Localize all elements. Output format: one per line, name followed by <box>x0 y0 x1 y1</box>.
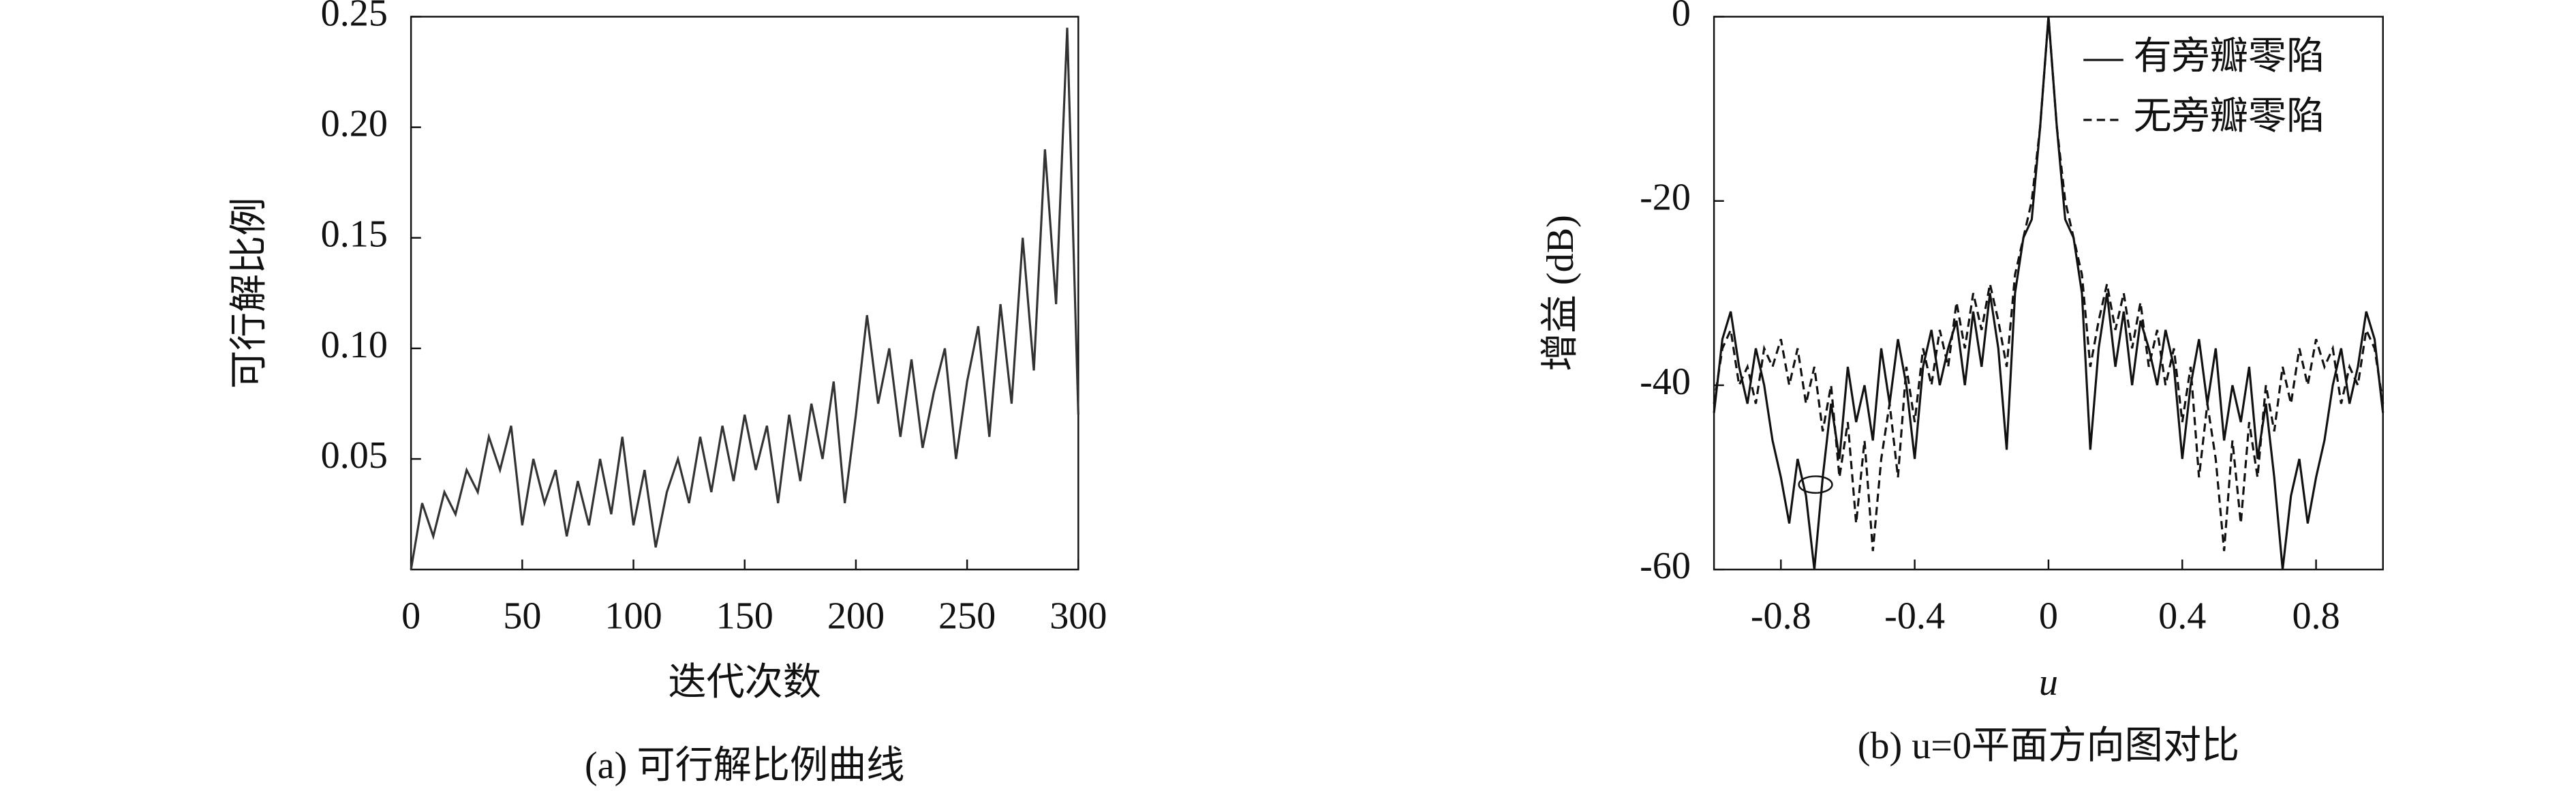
y-tick-label: -60 <box>1640 545 1691 587</box>
y-tick-label: 0.15 <box>321 213 388 256</box>
x-tick-label: 0.4 <box>2158 595 2206 637</box>
plot-frame <box>410 16 1079 571</box>
y-tick-label: -20 <box>1640 177 1691 219</box>
x-axis-label: u <box>2039 661 2058 704</box>
x-tick-label: 50 <box>503 595 541 637</box>
caption: (a) 可行解比例曲线 <box>585 745 904 787</box>
x-tick-label: 300 <box>1049 595 1107 637</box>
data-line <box>410 27 1079 570</box>
y-tick-label: -40 <box>1640 361 1691 403</box>
annotation-ellipse <box>1798 475 1833 494</box>
legend-label: 有旁瓣零陷 <box>2133 35 2325 78</box>
legend-label: 无旁瓣零陷 <box>2133 95 2325 138</box>
x-axis-label: 迭代次数 <box>668 661 821 704</box>
data-line <box>1713 16 2385 552</box>
x-tick-label: 0.8 <box>2292 595 2340 637</box>
y-tick-label: 0.20 <box>321 103 388 145</box>
y-tick-label: 0.25 <box>321 0 388 34</box>
caption: (b) u=0平面方向图对比 <box>1858 725 2239 767</box>
x-tick-label: -0.8 <box>1751 595 1811 637</box>
x-tick-label: 150 <box>716 595 773 637</box>
x-tick-label: 100 <box>604 595 662 637</box>
y-tick-label: 0.10 <box>321 324 388 366</box>
x-tick-label: 0 <box>401 595 420 637</box>
x-tick-label: 250 <box>938 595 996 637</box>
y-tick-label: 0.05 <box>321 434 388 477</box>
x-tick-label: -0.4 <box>1884 595 1945 637</box>
y-axis-label: 增益 (dB) <box>1539 215 1582 371</box>
y-tick-label: 0 <box>1672 0 1691 34</box>
x-tick-label: 0 <box>2039 595 2058 637</box>
data-line <box>1713 16 2385 570</box>
x-tick-label: 200 <box>827 595 885 637</box>
y-axis-label: 可行解比例 <box>228 197 271 389</box>
